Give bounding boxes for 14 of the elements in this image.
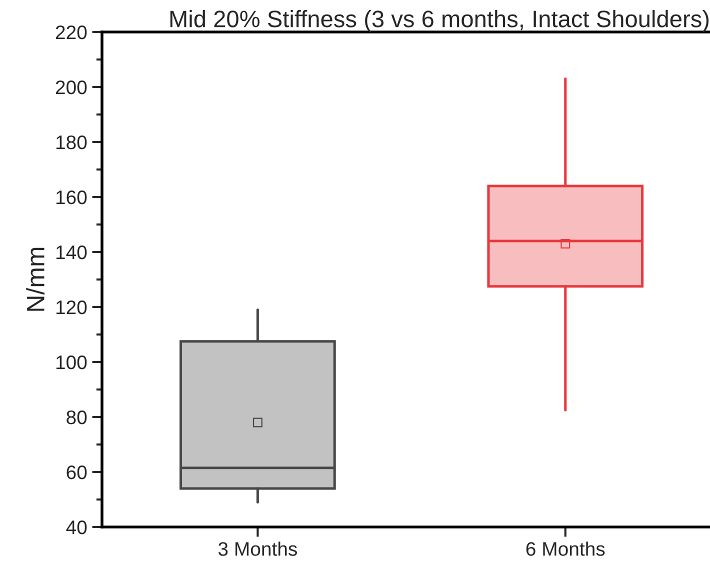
y-axis-title: N/mm: [26, 248, 44, 311]
y-tick-label: 120: [56, 300, 87, 314]
y-tick-label: 160: [56, 190, 87, 204]
x-tick-label: 6 Months: [526, 542, 605, 556]
y-tick-label: 140: [56, 245, 87, 260]
chart-title: Mid 20% Stiffness (3 vs 6 months, Intact Shoulders): [170, 10, 709, 32]
y-tick-label: 60: [66, 465, 87, 480]
y-tick-label: 220: [56, 25, 87, 40]
x-tick-label: 3 Months: [218, 542, 297, 556]
y-tick-label: 180: [56, 135, 87, 150]
y-tick-label: 100: [56, 355, 87, 370]
y-tick-label: 80: [66, 410, 87, 424]
y-tick-label: 200: [56, 80, 87, 94]
y-tick-label: 40: [66, 520, 87, 534]
